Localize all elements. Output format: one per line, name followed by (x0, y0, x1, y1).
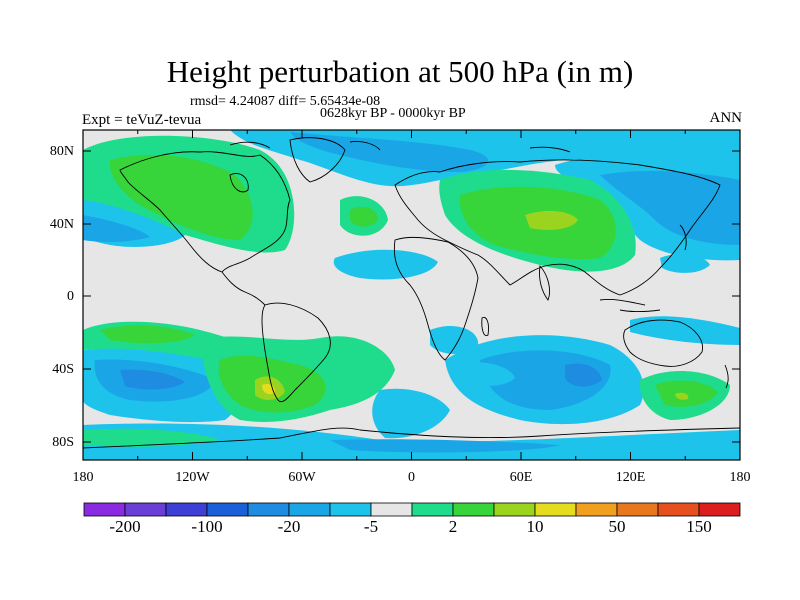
coastlines (83, 137, 740, 449)
contour-south-atlantic-negative (455, 362, 515, 387)
coastline-new-zealand (724, 364, 729, 389)
contour-south-indian-east-negative (630, 316, 740, 345)
x-tick-60e: 60E (510, 470, 533, 485)
colorbar-box (411, 502, 454, 517)
colorbar-box (493, 502, 536, 517)
colorbar-box (657, 502, 700, 517)
contour-south-australia-core (655, 380, 718, 407)
experiment-label: Expt = teVuZ-tevua (82, 112, 202, 128)
colorbar-box (247, 502, 290, 517)
colorbar-label-10: 10 (527, 517, 544, 536)
colorbar-box (575, 502, 618, 517)
contour-southern-ocean-atlantic (372, 388, 450, 439)
contour-antarctic-west-positive (83, 428, 220, 447)
x-tick-180-west: 180 (73, 470, 94, 485)
contour-north-america-core (109, 155, 253, 240)
x-tick-120e: 120E (616, 470, 646, 485)
y-tick-labels: 80N 40N 0 40S 80S (50, 144, 74, 450)
colorbar-box (534, 502, 577, 517)
contour-south-australia-max (675, 392, 689, 400)
contour-north-africa-negative (333, 249, 438, 280)
contour-antarctic-core (330, 439, 560, 453)
x-tick-labels: 180 120W 60W 0 60E 120E 180 (73, 470, 751, 485)
colorbar-label-2: 2 (449, 517, 458, 536)
colorbar-label-minus-100: -100 (191, 517, 222, 536)
coastline-india (539, 264, 551, 301)
contour-se-asia-negative (660, 254, 710, 273)
colorbar-box (124, 502, 167, 517)
colorbar-label-150: 150 (686, 517, 712, 536)
coastline-arctic-islands (229, 141, 571, 153)
coastline-north-america (119, 151, 291, 273)
colorbar-box (206, 502, 249, 517)
coastline-central-america (221, 271, 266, 306)
colorbar-box (370, 502, 413, 517)
contour-north-pacific-core (83, 215, 150, 242)
y-tick-80n: 80N (50, 144, 74, 159)
contour-central-asia-max (525, 210, 578, 230)
contour-arctic-core (290, 132, 489, 172)
coastline-eurasia (394, 159, 721, 296)
coastline-africa (393, 236, 479, 361)
coastline-madagascar (481, 316, 489, 337)
rmsd-diff-stats: rmsd= 4.24087 diff= 5.65434e-08 (190, 94, 381, 109)
colorbar-box (165, 502, 208, 517)
colorbar-labels: -200 -100 -20 -5 2 10 50 150 (109, 517, 711, 536)
x-tick-120w: 120W (175, 470, 210, 485)
contour-south-pacific-negative-inner (120, 369, 185, 390)
colorbar-label-50: 50 (609, 517, 626, 536)
axis-ticks (82, 130, 741, 460)
contour-south-africa-negative (430, 325, 479, 355)
coastline-hudson-bay (229, 173, 249, 193)
map-title: Height perturbation at 500 hPa (in m) (166, 54, 634, 89)
period-label: 0628kyr BP - 0000kyr BP (320, 106, 466, 121)
colorbar-box (698, 502, 741, 517)
season-label: ANN (709, 110, 743, 126)
coastline-indonesia (599, 299, 661, 312)
y-tick-40n: 40N (50, 217, 74, 232)
y-tick-40s: 40S (52, 362, 74, 377)
colorbar-box (452, 502, 495, 517)
colorbar-boxes (83, 502, 741, 517)
coastline-australia (623, 319, 703, 367)
colorbar-label-minus-200: -200 (109, 517, 140, 536)
coastline-antarctica (83, 427, 740, 449)
contour-north-pacific-east-core (600, 170, 740, 245)
colorbar-box (288, 502, 331, 517)
y-tick-80s: 80S (52, 435, 74, 450)
y-tick-0: 0 (67, 289, 74, 304)
coastline-greenland (289, 137, 346, 183)
colorbar-box (83, 502, 126, 517)
colorbar-label-minus-5: -5 (364, 517, 378, 536)
x-tick-180-east: 180 (730, 470, 751, 485)
coastline-south-america (261, 302, 331, 403)
contour-south-pacific-core (100, 325, 195, 344)
contour-southern-indian-inner (565, 363, 602, 387)
coastline-japan (679, 224, 687, 251)
x-tick-60w: 60W (288, 470, 316, 485)
x-tick-0: 0 (408, 470, 415, 485)
contour-atlantic-core (350, 206, 378, 227)
colorbar-box (616, 502, 659, 517)
colorbar-label-minus-20: -20 (278, 517, 301, 536)
colorbar-box (329, 502, 372, 517)
contour-fill-layer (83, 130, 740, 460)
